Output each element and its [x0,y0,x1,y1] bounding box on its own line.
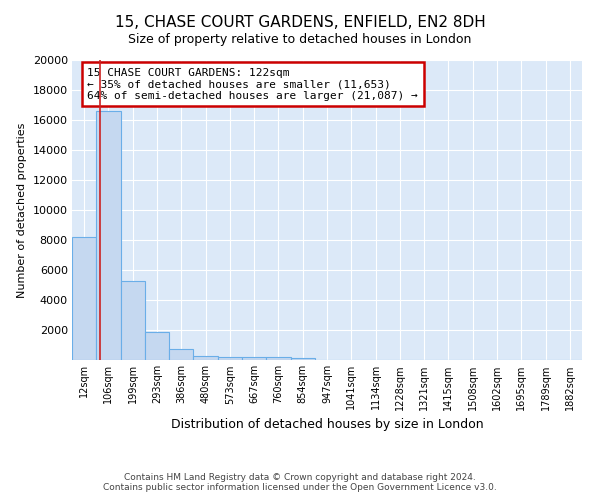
Bar [193,356,218,360]
Bar [290,358,315,360]
Bar [96,111,121,360]
Text: Contains HM Land Registry data © Crown copyright and database right 2024.
Contai: Contains HM Land Registry data © Crown c… [103,473,497,492]
Bar [121,280,145,360]
Bar [169,349,193,360]
Y-axis label: Number of detached properties: Number of detached properties [17,122,27,298]
Bar [72,237,96,360]
Text: Size of property relative to detached houses in London: Size of property relative to detached ho… [128,32,472,46]
Bar [266,357,290,360]
Text: 15, CHASE COURT GARDENS, ENFIELD, EN2 8DH: 15, CHASE COURT GARDENS, ENFIELD, EN2 8D… [115,15,485,30]
Text: 15 CHASE COURT GARDENS: 122sqm
← 35% of detached houses are smaller (11,653)
64%: 15 CHASE COURT GARDENS: 122sqm ← 35% of … [88,68,418,100]
Bar [145,332,169,360]
X-axis label: Distribution of detached houses by size in London: Distribution of detached houses by size … [170,418,484,431]
Bar [242,357,266,360]
Bar [218,356,242,360]
